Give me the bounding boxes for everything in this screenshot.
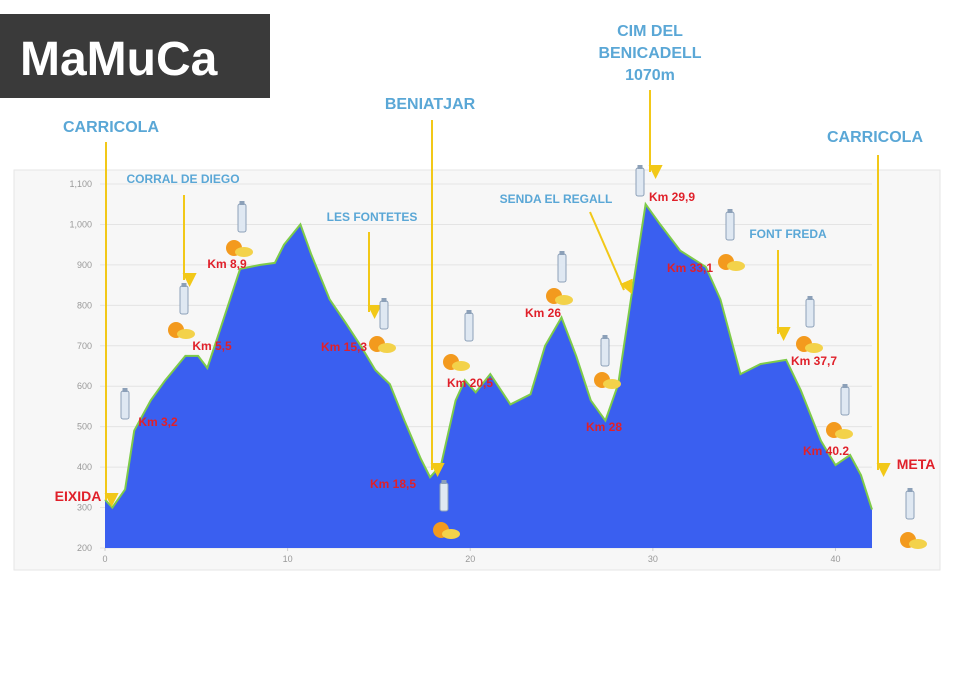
y-tick-label: 900: [77, 260, 92, 270]
y-tick-label: 400: [77, 462, 92, 472]
km-label: Km 33,1: [667, 261, 713, 275]
bottle-icon: [557, 253, 567, 283]
fruit-icon: [177, 329, 195, 339]
bottle-icon: [179, 285, 189, 315]
km-label: Km 5,5: [192, 339, 232, 353]
fruit-icon: [805, 343, 823, 353]
fruit-icon: [835, 429, 853, 439]
y-tick-label: 600: [77, 381, 92, 391]
x-tick-label: 30: [648, 554, 658, 564]
place-label: SENDA EL REGALL: [500, 192, 613, 206]
title-box: [0, 14, 270, 98]
place-label: CARRICOLA: [63, 119, 159, 136]
x-tick-label: 10: [283, 554, 293, 564]
fruit-icon: [603, 379, 621, 389]
bottle-cap: [381, 298, 387, 302]
start-label: EIXIDA: [55, 488, 102, 504]
y-tick-label: 700: [77, 341, 92, 351]
fruit-icon: [378, 343, 396, 353]
bottle-cap: [122, 388, 128, 392]
km-label: Km 20,5: [447, 376, 493, 390]
fruit-icon: [909, 539, 927, 549]
bottle-icon: [464, 312, 474, 342]
bottle-cap: [602, 335, 608, 339]
summit-label: CIM DEL: [617, 23, 683, 40]
bottle-cap: [727, 209, 733, 213]
bottle-icon: [905, 490, 915, 520]
km-label: Km 18,5: [370, 477, 416, 491]
elevation-line: [104, 201, 873, 510]
bottle-icon: [840, 386, 850, 416]
x-tick-label: 40: [830, 554, 840, 564]
chart-title: MaMuCa: [20, 33, 218, 86]
bottle-icon: [237, 203, 247, 233]
bottle-icon: [635, 167, 645, 197]
x-tick-label: 0: [102, 554, 107, 564]
km-label: Km 29,9: [649, 190, 695, 204]
summit-label: 1070m: [625, 67, 675, 84]
fruit-icon: [235, 247, 253, 257]
fruit-icon: [452, 361, 470, 371]
fruit-icon: [727, 261, 745, 271]
finish-label: META: [897, 456, 936, 472]
bottle-cap: [441, 480, 447, 484]
bottle-icon: [600, 337, 610, 367]
fruit-icon: [555, 295, 573, 305]
place-label: BENIATJAR: [385, 96, 476, 113]
bottle-cap: [559, 251, 565, 255]
bottle-icon: [805, 298, 815, 328]
place-label: CARRICOLA: [827, 129, 923, 146]
y-tick-label: 300: [77, 503, 92, 513]
arrow: [589, 211, 633, 295]
km-label: Km 15,3: [321, 340, 367, 354]
km-label: Km 3,2: [138, 415, 178, 429]
y-tick-label: 1,000: [69, 219, 92, 229]
summit-label: BENICADELL: [598, 45, 701, 62]
km-label: Km 37,7: [791, 354, 837, 368]
bottle-icon: [439, 482, 449, 512]
y-tick-label: 200: [77, 543, 92, 553]
y-tick-label: 500: [77, 422, 92, 432]
fruit-icon: [442, 529, 460, 539]
place-label: CORRAL DE DIEGO: [126, 172, 239, 186]
km-label: Km 28: [586, 420, 622, 434]
bottle-cap: [807, 296, 813, 300]
bottle-cap: [907, 488, 913, 492]
km-label: Km 26: [525, 306, 561, 320]
km-label: Km 40.2: [803, 444, 849, 458]
bottle-cap: [181, 283, 187, 287]
bottle-icon: [725, 211, 735, 241]
bottle-icon: [379, 300, 389, 330]
place-label: FONT FREDA: [749, 227, 827, 241]
y-tick-label: 1,100: [69, 179, 92, 189]
bottle-cap: [637, 165, 643, 169]
bottle-cap: [466, 310, 472, 314]
place-label: LES FONTETES: [327, 210, 418, 224]
bottle-cap: [842, 384, 848, 388]
bottle-cap: [239, 201, 245, 205]
bottle-icon: [120, 390, 130, 420]
x-tick-label: 20: [465, 554, 475, 564]
km-label: Km 8,9: [207, 257, 247, 271]
elevation-area: [105, 204, 872, 548]
y-tick-label: 800: [77, 300, 92, 310]
